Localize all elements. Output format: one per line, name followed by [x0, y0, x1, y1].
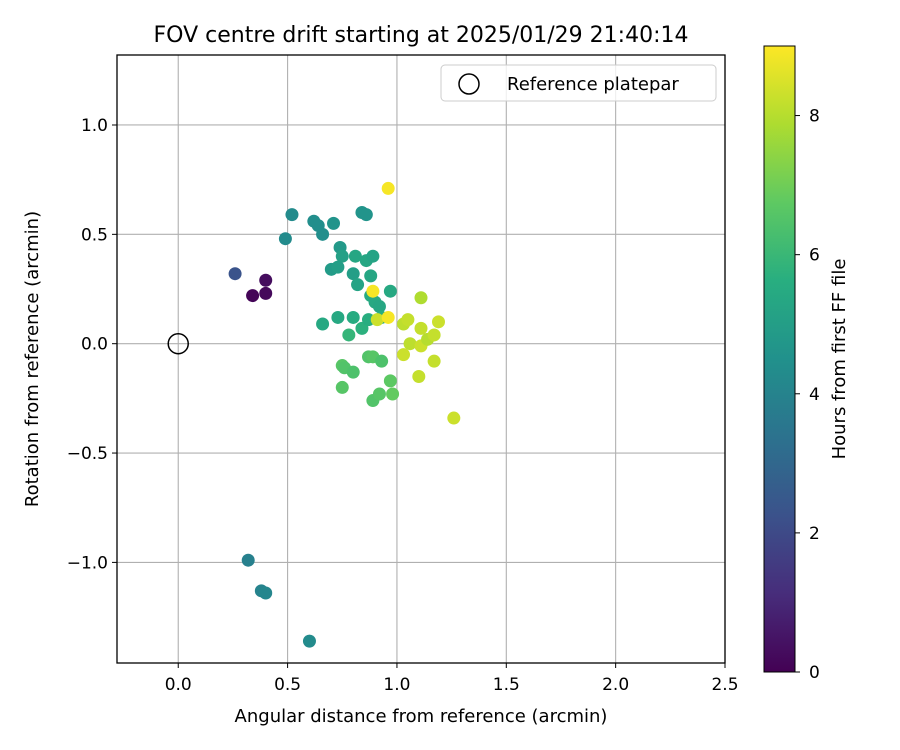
data-point [246, 289, 260, 303]
data-point [327, 216, 341, 230]
data-point [366, 249, 380, 263]
data-points [228, 181, 461, 648]
data-point [403, 337, 417, 351]
data-point [302, 634, 316, 648]
data-point [285, 208, 299, 222]
reference-platepar-marker [167, 332, 189, 355]
chart-title: FOV centre drift starting at 2025/01/29 … [154, 23, 689, 48]
data-point [427, 354, 441, 368]
colorbar-tick-label: 4 [809, 385, 820, 405]
data-point [346, 310, 360, 324]
data-point [346, 365, 360, 379]
plot-area-frame [116, 54, 726, 664]
data-point [372, 300, 386, 314]
grid-lines [117, 55, 726, 663]
x-tick-label: 1.5 [493, 675, 520, 695]
data-point [228, 267, 242, 281]
colorbar [763, 45, 796, 673]
data-point [372, 387, 386, 401]
data-point [414, 321, 428, 335]
y-axis-label: Rotation from reference (arcmin) [22, 211, 43, 507]
data-point [342, 328, 356, 342]
colorbar-tick-label: 8 [809, 107, 820, 127]
y-tick-label: −1.0 [67, 553, 108, 573]
data-point [401, 313, 415, 327]
data-point [259, 586, 273, 600]
data-point [366, 284, 380, 298]
y-tick-label: 1.0 [81, 116, 108, 136]
y-axis-ticks: 1.0 0.5 0.0 −0.5 −1.0 [67, 116, 117, 573]
data-point [383, 284, 397, 298]
legend-box [440, 64, 717, 102]
data-point [427, 328, 441, 342]
data-point [447, 411, 461, 425]
data-point [381, 181, 395, 195]
data-point [364, 269, 378, 283]
data-point [316, 317, 330, 331]
data-point [241, 553, 255, 567]
data-point [397, 348, 411, 362]
x-tick-label: 0.5 [274, 675, 301, 695]
colorbar-tick-label: 6 [809, 246, 820, 266]
legend: Reference platepar [440, 64, 717, 102]
data-point [414, 291, 428, 305]
data-point [370, 313, 384, 327]
data-point [375, 354, 389, 368]
legend-entry-reference: Reference platepar [507, 74, 679, 95]
data-point [335, 380, 349, 394]
colorbar-label: Hours from first FF file [829, 259, 850, 460]
reference-marker [167, 332, 189, 355]
data-point [359, 208, 373, 222]
data-point [335, 249, 349, 263]
colorbar-ticks: 0 2 4 6 8 [795, 107, 820, 683]
x-tick-label: 2.5 [711, 675, 738, 695]
data-point [348, 249, 362, 263]
x-tick-label: 1.0 [383, 675, 410, 695]
data-point [346, 267, 360, 281]
y-tick-label: 0.0 [81, 335, 108, 355]
data-point [431, 315, 445, 329]
x-tick-label: 2.0 [602, 675, 629, 695]
data-point [351, 278, 365, 292]
data-point [383, 374, 397, 388]
legend-reference-symbol [458, 73, 480, 95]
colorbar-tick-label: 0 [809, 663, 820, 683]
y-tick-label: −0.5 [67, 444, 108, 464]
y-tick-label: 0.5 [81, 225, 108, 245]
x-tick-label: 0.0 [165, 675, 192, 695]
data-point [259, 286, 273, 300]
colorbar-tick-label: 2 [809, 524, 820, 544]
data-point [381, 310, 395, 324]
data-point [331, 260, 345, 274]
data-point [259, 273, 273, 287]
data-point [278, 232, 292, 246]
x-axis-ticks: 0.0 0.5 1.0 1.5 2.0 2.5 [165, 663, 739, 695]
data-point [316, 227, 330, 241]
x-axis-label: Angular distance from reference (arcmin) [235, 706, 608, 727]
data-point [412, 369, 426, 383]
data-point [331, 310, 345, 324]
data-point [386, 387, 400, 401]
